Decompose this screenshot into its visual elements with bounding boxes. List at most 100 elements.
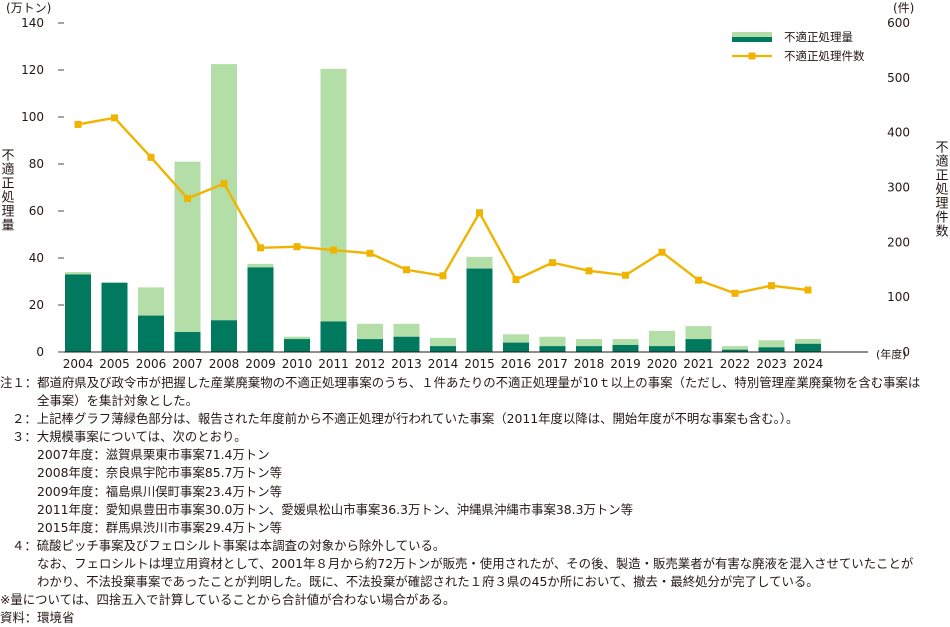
legend: 不適正処理量 不適正処理件数: [732, 30, 865, 63]
count-line-marker: [622, 271, 629, 279]
note-4-cont: わかり、不法投棄事案であったことが判明した。既に、不法投棄が確認された１府３県の…: [37, 574, 819, 590]
note-4-cont: なお、フェロシルトは埋立用資材として、2001年８月から約72万トンが販売・使用…: [37, 555, 914, 571]
count-line-marker: [330, 246, 337, 254]
bar-segment-reported-year: [685, 339, 712, 352]
bar-segment-prior-years: [649, 330, 675, 347]
left-axis-tick-label: 100: [21, 110, 44, 124]
count-line-marker: [512, 276, 520, 284]
legend-swatch-bar-light: [732, 32, 772, 37]
left-axis-tick-label: 60: [29, 204, 44, 218]
x-axis-tick-label: 2018: [574, 357, 605, 371]
count-line-marker: [476, 209, 483, 217]
bar-segment-prior-years: [320, 68, 347, 322]
right-axis-tick-label: 400: [887, 126, 910, 140]
bar-segment-prior-years: [758, 340, 785, 348]
source-note: 資料：環境省: [0, 610, 75, 626]
left-axis-tick-label: 80: [29, 157, 44, 171]
bar-segment-reported-year: [758, 347, 785, 352]
bar-segment-prior-years: [685, 326, 712, 340]
note-3-item: 2008年度：奈良県宇陀市事案85.7万トン等: [37, 465, 282, 481]
right-axis-tick-label: 200: [887, 235, 910, 249]
bar-segment-prior-years: [466, 256, 493, 269]
bar-segment-reported-year: [430, 346, 456, 352]
x-axis-unit: (年度): [876, 347, 907, 361]
right-axis-tick-label: 600: [887, 16, 910, 30]
bar-segment-prior-years: [795, 339, 821, 344]
bar-segment-reported-year: [284, 339, 310, 352]
bar-segment-reported-year: [101, 282, 128, 352]
bar-segment-reported-year: [539, 346, 566, 352]
x-axis-tick-label: 2023: [756, 357, 787, 371]
note-3: ３：大規模事案については、次のとおり。: [12, 429, 247, 445]
bar-segment-prior-years: [722, 346, 748, 350]
bar-segment-prior-years: [539, 336, 566, 347]
bar-segment-reported-year: [576, 346, 602, 352]
x-axis-tick-label: 2015: [464, 357, 495, 371]
chart: 0 20 40 60 80 100 120 140 0 100 200 300 400 500 600 2…: [0, 1, 949, 371]
count-line-marker: [257, 244, 264, 252]
count-line-marker: [403, 266, 410, 274]
bar-segment-prior-years: [284, 336, 310, 340]
x-axis-tick-label: 2011: [318, 357, 349, 371]
legend-swatch-marker: [748, 52, 756, 60]
count-line-marker: [293, 243, 301, 251]
count-line-marker: [549, 259, 556, 267]
note-2: ２：上記棒グラフ薄緑色部分は、報告された年度前から不適正処理が行われていた事案（…: [12, 411, 799, 427]
bar-segment-reported-year: [247, 267, 274, 352]
legend-swatch-bar-dark: [732, 37, 772, 42]
x-axis-tick-label: 2012: [355, 357, 386, 371]
count-line-marker: [74, 120, 82, 128]
x-axis-tick-label: 2014: [428, 357, 459, 371]
bar-segment-reported-year: [466, 268, 493, 352]
bar-segment-prior-years: [612, 339, 639, 345]
left-axis-ticks: 0 20 40 60 80 100 120 140: [21, 16, 64, 359]
bar-segment-reported-year: [65, 274, 91, 352]
x-axis-tick-label: 2010: [282, 357, 313, 371]
bar-segment-reported-year: [211, 320, 237, 352]
bar-segment-prior-years: [138, 287, 164, 316]
note-3-item: 2011年度：愛知県豊田市事案30.0万トン、愛媛県松山市事案36.3万トン、沖…: [37, 501, 634, 517]
count-line-marker: [220, 180, 228, 188]
bar-segment-reported-year: [649, 346, 675, 352]
right-axis-tick-label: 500: [887, 71, 910, 85]
x-axis-tick-label: 2009: [245, 357, 276, 371]
bar-segment-reported-year: [393, 336, 420, 352]
x-axis-tick-label: 2008: [209, 357, 240, 371]
note-1-cont: 全事案）を集計対象とした。: [37, 393, 199, 409]
count-line-marker: [585, 267, 593, 275]
count-line-marker: [768, 282, 775, 290]
count-line-marker: [658, 248, 666, 256]
x-axis-tick-label: 2016: [501, 357, 532, 371]
x-axis-tick-label: 2019: [610, 357, 641, 371]
count-line-marker: [366, 249, 374, 257]
x-axis-tick-label: 2006: [136, 357, 167, 371]
bars: [65, 64, 821, 352]
right-axis-tick-label: 0: [902, 345, 910, 359]
right-axis-tick-label: 300: [887, 181, 910, 195]
count-line-marker: [111, 114, 118, 122]
left-axis-tick-label: 120: [21, 63, 44, 77]
x-axis-tick-label: 2021: [683, 357, 714, 371]
legend-label-line: 不適正処理件数: [784, 49, 865, 63]
legend-label-bar: 不適正処理量: [784, 30, 853, 44]
bar-segment-prior-years: [211, 64, 237, 321]
x-axis-tick-label: 2005: [99, 357, 130, 371]
left-axis-tick-label: 140: [21, 16, 44, 30]
x-axis-tick-label: 2004: [63, 357, 94, 371]
bar-segment-prior-years: [576, 339, 602, 347]
x-axis-tick-label: 2013: [391, 357, 422, 371]
left-axis-tick-label: 20: [29, 298, 44, 312]
right-axis-tick-label: 100: [887, 290, 910, 304]
right-axis-label: 不適正処理件数: [933, 140, 949, 238]
count-line-marker: [695, 276, 702, 284]
rounding-note: ※量については、四捨五入で計算していることから合計値が合わない場合がある。: [0, 592, 456, 608]
note-3-item: 2015年度：群馬県渋川市事案29.4万トン等: [37, 519, 282, 535]
bar-segment-reported-year: [612, 344, 639, 352]
x-axis-tick-label: 2024: [793, 357, 824, 371]
left-axis-tick-label: 40: [29, 251, 44, 265]
bar-segment-prior-years: [393, 323, 420, 337]
note-1: 注１：都道府県及び政令市が把握した産業廃棄物の不適正処理事案のうち、１件あたりの…: [0, 375, 921, 390]
x-axis-tick-label: 2017: [537, 357, 568, 371]
note-4: ４：硫酸ピッチ事案及びフェロシルト事案は本調査の対象から除外している。: [12, 537, 446, 553]
bar-segment-reported-year: [722, 349, 748, 352]
